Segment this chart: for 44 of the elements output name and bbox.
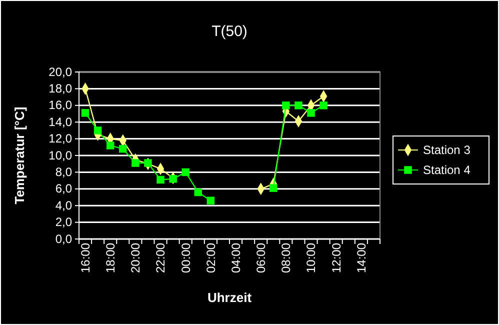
point xyxy=(106,142,114,150)
y-axis-title: Temperatur [°C] xyxy=(12,106,27,204)
y-tick-label: 16,0 xyxy=(48,98,72,112)
point xyxy=(270,184,278,192)
point xyxy=(169,175,177,183)
x-tick-label: 04:00 xyxy=(228,242,243,274)
point xyxy=(194,188,202,196)
y-tick-label: 6,0 xyxy=(55,182,72,196)
x-tick-label: 18:00 xyxy=(104,242,118,274)
point xyxy=(206,196,215,204)
y-tick-label: 8,0 xyxy=(55,165,72,180)
y-tick-label: 10,0 xyxy=(48,148,72,162)
x-tick-label: 08:00 xyxy=(279,242,294,274)
point xyxy=(182,168,190,176)
x-tick-label: 20:00 xyxy=(128,242,143,274)
point xyxy=(294,102,302,110)
y-tick-label: 0,0 xyxy=(55,232,72,246)
legend-label: Station 3 xyxy=(423,143,471,157)
x-tick-label: 14:00 xyxy=(354,242,368,274)
x-tick-label: 12:00 xyxy=(329,242,344,274)
y-tick-label: 14,0 xyxy=(48,114,72,129)
legend-label: Station 4 xyxy=(423,163,471,177)
point xyxy=(81,109,90,117)
point xyxy=(320,102,328,110)
x-tick-label: 02:00 xyxy=(204,242,218,274)
point xyxy=(119,144,127,153)
y-tick-label: 18,0 xyxy=(48,82,72,96)
point xyxy=(156,176,164,184)
y-tick-label: 20,0 xyxy=(48,64,72,79)
chart-title: T(50) xyxy=(212,23,248,40)
y-tick-label: 12,0 xyxy=(48,132,72,146)
point xyxy=(144,159,152,167)
x-tick-label: 06:00 xyxy=(254,242,268,274)
x-tick-label: 22:00 xyxy=(154,242,168,274)
point xyxy=(94,126,102,134)
point xyxy=(307,109,315,117)
y-tick-label: 4,0 xyxy=(55,198,72,212)
x-tick-label: 00:00 xyxy=(178,242,193,274)
x-axis-title: Uhrzeit xyxy=(207,290,252,305)
y-tick-label: 2,0 xyxy=(55,215,72,230)
x-tick-label: 10:00 xyxy=(304,242,318,274)
point xyxy=(132,159,140,167)
point xyxy=(282,102,290,110)
x-tick-label: 16:00 xyxy=(78,242,92,274)
